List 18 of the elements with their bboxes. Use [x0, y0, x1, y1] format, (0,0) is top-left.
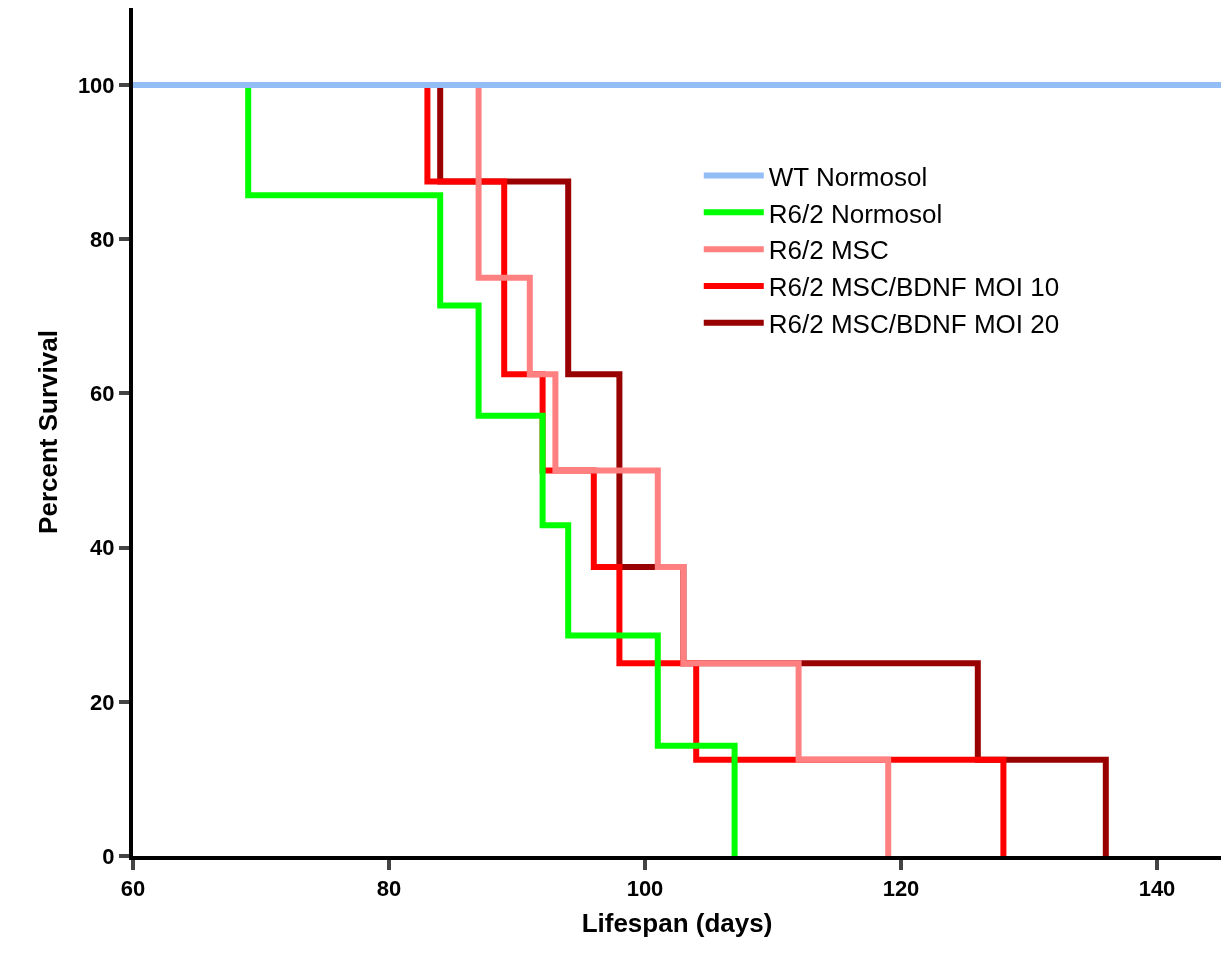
x-tick-label: 140 [1138, 876, 1176, 902]
y-tick-label: 60 [90, 381, 115, 407]
legend-label: WT Normosol [768, 161, 928, 192]
y-tick-label: 0 [102, 843, 115, 869]
y-tick-label: 80 [90, 226, 115, 252]
x-tick-label: 60 [120, 876, 146, 902]
legend-label: R6/2 MSC/BDNF MOI 10 [768, 272, 1060, 303]
y-tick-label: 40 [90, 535, 115, 561]
legend-label: R6/2 MSC [768, 235, 889, 266]
x-tick-label: 100 [626, 876, 664, 902]
y-tick-label: 20 [90, 689, 115, 715]
x-axis-title: Lifespan (days) [581, 907, 773, 938]
x-tick-label: 120 [882, 876, 920, 902]
legend-label: R6/2 MSC/BDNF MOI 20 [768, 308, 1060, 339]
y-tick-label: 100 [77, 72, 115, 98]
x-tick-label: 80 [376, 876, 402, 902]
legend-label: R6/2 Normosol [768, 198, 943, 229]
y-axis-title: Percent Survival [32, 330, 63, 534]
